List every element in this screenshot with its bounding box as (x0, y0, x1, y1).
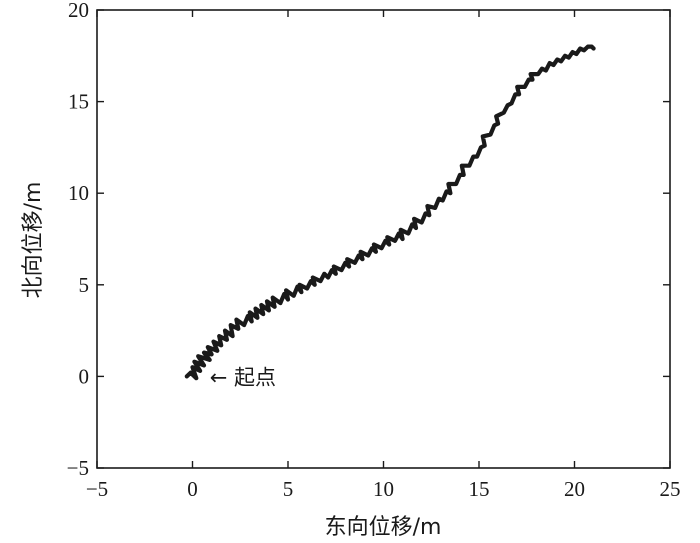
y-tick-label: 0 (79, 364, 90, 388)
y-tick-labels: −5 0 5 10 15 20 (67, 0, 89, 480)
x-tick-label: 10 (373, 477, 394, 501)
y-tick-label: 10 (68, 181, 89, 205)
series-layer (184, 44, 596, 381)
y-tick-label: 15 (68, 90, 89, 114)
y-tick-label: 5 (79, 273, 90, 297)
x-tick-label: 25 (660, 477, 681, 501)
x-tick-label: 20 (564, 477, 585, 501)
y-tick-label: 20 (68, 0, 89, 22)
trajectory-line (184, 44, 596, 381)
plot-frame (96, 9, 671, 469)
x-tick-label: 15 (469, 477, 490, 501)
x-tick-labels: −5 0 5 10 15 20 25 (86, 477, 681, 501)
y-axis-title: 北向位移/m (21, 182, 46, 299)
x-axis-title: 东向位移/m (325, 515, 442, 540)
start-point-annotation: ← 起点 (210, 365, 276, 389)
y-tick-label: −5 (67, 456, 89, 480)
x-tick-label: 0 (187, 477, 198, 501)
axis-ticks (96, 9, 671, 469)
x-tick-label: −5 (86, 477, 108, 501)
x-tick-label: 5 (283, 477, 294, 501)
